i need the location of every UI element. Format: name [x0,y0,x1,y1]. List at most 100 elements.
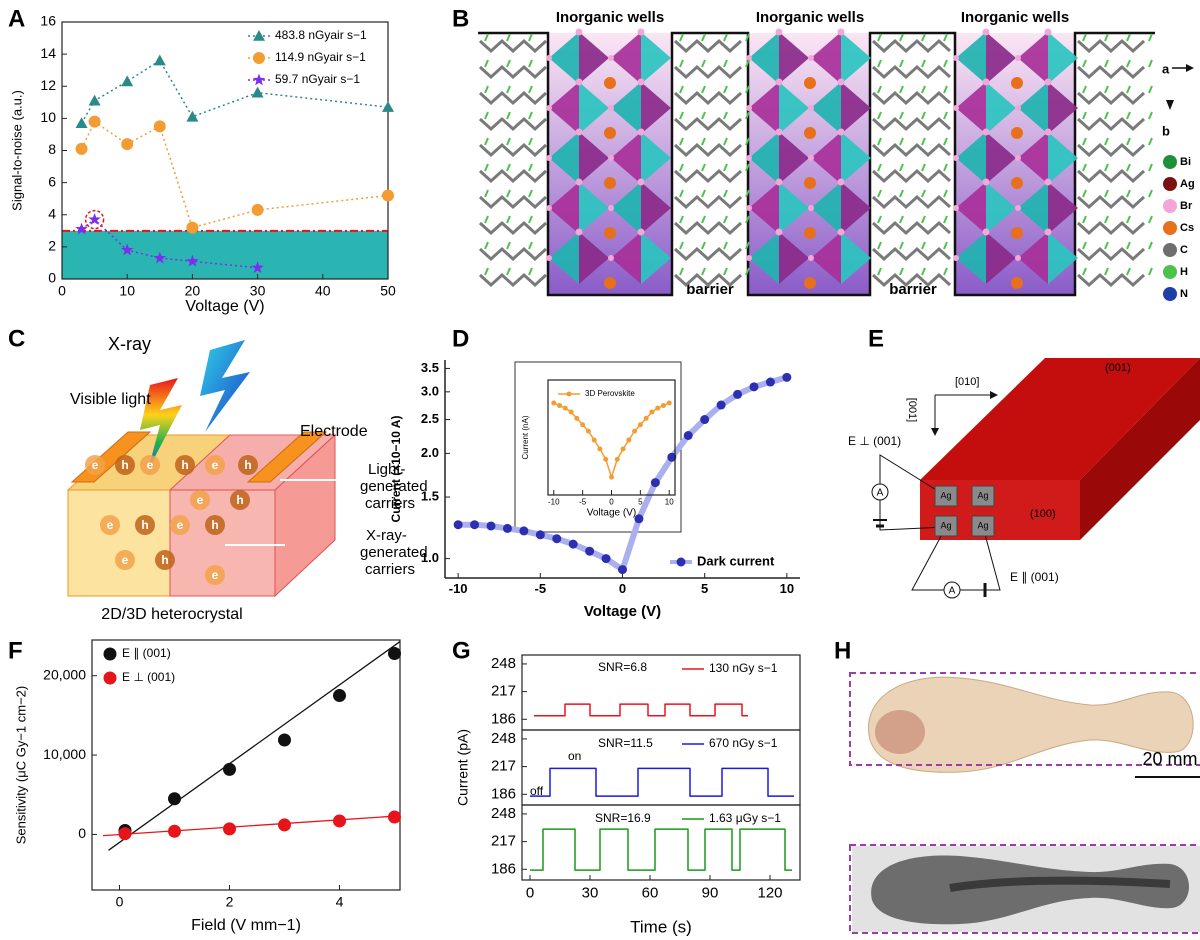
legend-swatch [1163,287,1177,301]
panel-b: Inorganic wells Inorganic wells Inorgani… [478,9,1195,301]
y-tick-label: 248 [491,730,516,747]
atom [982,78,990,86]
x-tick-label: 30 [250,282,266,298]
hydrogen [899,163,904,172]
hydrogen [1104,215,1109,224]
octahedron [749,82,779,134]
legend-marker [566,391,572,397]
y-tick-label: 0 [48,270,56,286]
marker [153,54,166,66]
y-tick-label: 14 [40,45,56,61]
hydrogen [921,59,926,68]
panel-label: C [8,325,25,352]
hydrogen [484,267,489,276]
octahedron [641,182,671,234]
legend-swatch [1163,177,1177,191]
organic-chain [673,168,743,184]
marker [382,189,394,202]
hydrogen [723,215,728,224]
atom [1044,28,1052,36]
legend-swatch [1163,199,1177,213]
atom [575,28,583,36]
organic-chain [1076,64,1146,80]
octahedron [549,32,579,84]
hydrogen [484,33,489,42]
marker [660,403,666,409]
x-tick-label: 30 [582,884,599,901]
hydrogen [943,215,948,224]
carrier [170,515,190,535]
y-tick-label: 10,000 [43,746,86,762]
marker [88,94,101,106]
organic-chain [871,116,952,132]
hydrogen [1082,85,1087,94]
legend-marker [253,30,265,41]
panel-label: F [8,637,23,664]
octahedron [841,232,871,284]
atom [546,205,552,211]
organic-chain [871,38,952,54]
legend-marker [103,647,117,661]
hydrogen [943,163,948,172]
organic-chain [478,116,548,132]
atom [837,228,845,236]
octahedron [956,232,986,284]
atom [637,78,645,86]
atom [804,77,816,89]
electrode [971,515,995,537]
atom [775,28,783,36]
carrier [85,455,105,475]
hydrogen [484,241,489,250]
panel-label: D [452,325,469,352]
light-bolt [140,378,182,470]
octahedron [549,232,579,284]
y-tick-label: 1.0 [421,550,439,565]
atom [808,155,814,161]
hydrogen [723,267,728,276]
organic-chain [871,142,952,158]
octahedron [811,182,841,234]
marker [186,221,199,234]
marker [88,115,101,128]
series-line [534,703,748,717]
panel-label: H [834,637,851,664]
y-tick-label: 248 [491,655,516,672]
atom [1011,227,1023,239]
atom [1011,277,1023,289]
hydrogen [723,137,728,146]
hydrogen [506,267,511,276]
threshold-region [62,230,388,279]
atom [808,255,814,261]
hydrogen [723,85,728,94]
legend-label: 114.9 nGyair s−1 [275,50,366,64]
y-tick-label: 186 [491,785,516,802]
organic-chain [1076,168,1146,184]
octahedron [549,82,579,134]
marker [765,377,775,387]
marker [120,243,134,256]
hydrogen [701,111,706,120]
legend-swatch [1163,265,1177,279]
hydrogen [506,33,511,42]
hydrogen [1148,137,1153,146]
hydrogen [877,215,882,224]
marker [486,521,496,531]
hydrogen [528,215,533,224]
hydrogen [921,85,926,94]
marker [557,403,563,409]
carrier-label: h [181,458,188,472]
hydrogen [1104,111,1109,120]
x-axis-label: Field (V mm−1) [191,917,301,934]
hydrogen [899,215,904,224]
octahedron [1048,232,1078,284]
hydrogen [1082,189,1087,198]
organic-chain [478,220,548,236]
hydrogen [506,85,511,94]
hydrogen [506,137,511,146]
octahedron [579,132,609,184]
octahedron [641,132,671,184]
marker [634,514,644,524]
octahedron [749,182,779,234]
atom [1015,155,1021,161]
marker [580,422,586,428]
